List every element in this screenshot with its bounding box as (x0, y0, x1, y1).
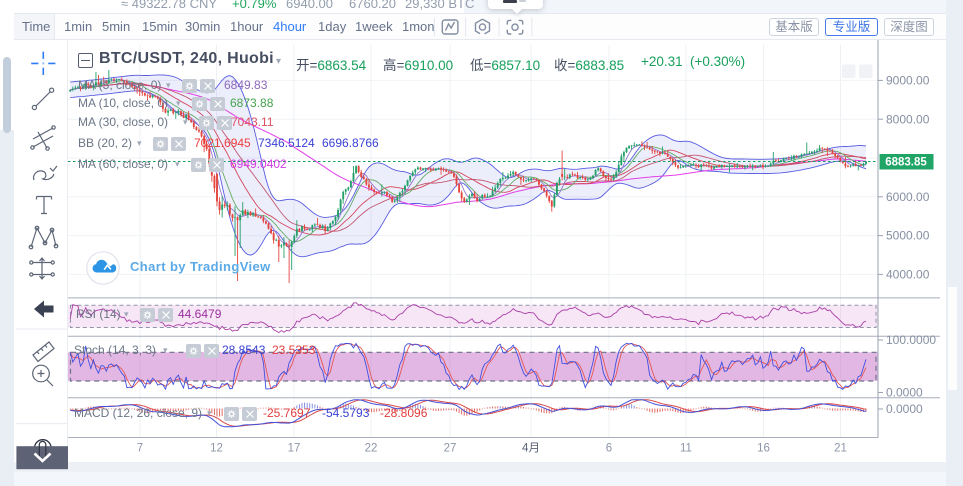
svg-text:0.0000: 0.0000 (886, 402, 923, 416)
svg-text:6883.85: 6883.85 (885, 157, 927, 169)
svg-text:22: 22 (365, 443, 378, 455)
svg-text:12: 12 (210, 443, 223, 455)
svg-text:100.0000: 100.0000 (886, 333, 936, 347)
svg-text:7: 7 (137, 443, 143, 455)
svg-text:27: 27 (444, 443, 457, 455)
svg-text:4000.00: 4000.00 (886, 268, 930, 282)
svg-text:16: 16 (757, 443, 770, 455)
svg-text:6: 6 (606, 443, 612, 455)
svg-text:4月: 4月 (522, 443, 540, 455)
svg-text:17: 17 (288, 443, 301, 455)
svg-text:0.0000: 0.0000 (886, 386, 923, 400)
svg-text:21: 21 (834, 443, 847, 455)
svg-text:9000.00: 9000.00 (886, 74, 930, 88)
svg-text:6000.00: 6000.00 (886, 190, 930, 204)
svg-text:11: 11 (680, 443, 692, 455)
svg-text:5000.00: 5000.00 (886, 229, 930, 243)
svg-text:8000.00: 8000.00 (886, 112, 930, 126)
